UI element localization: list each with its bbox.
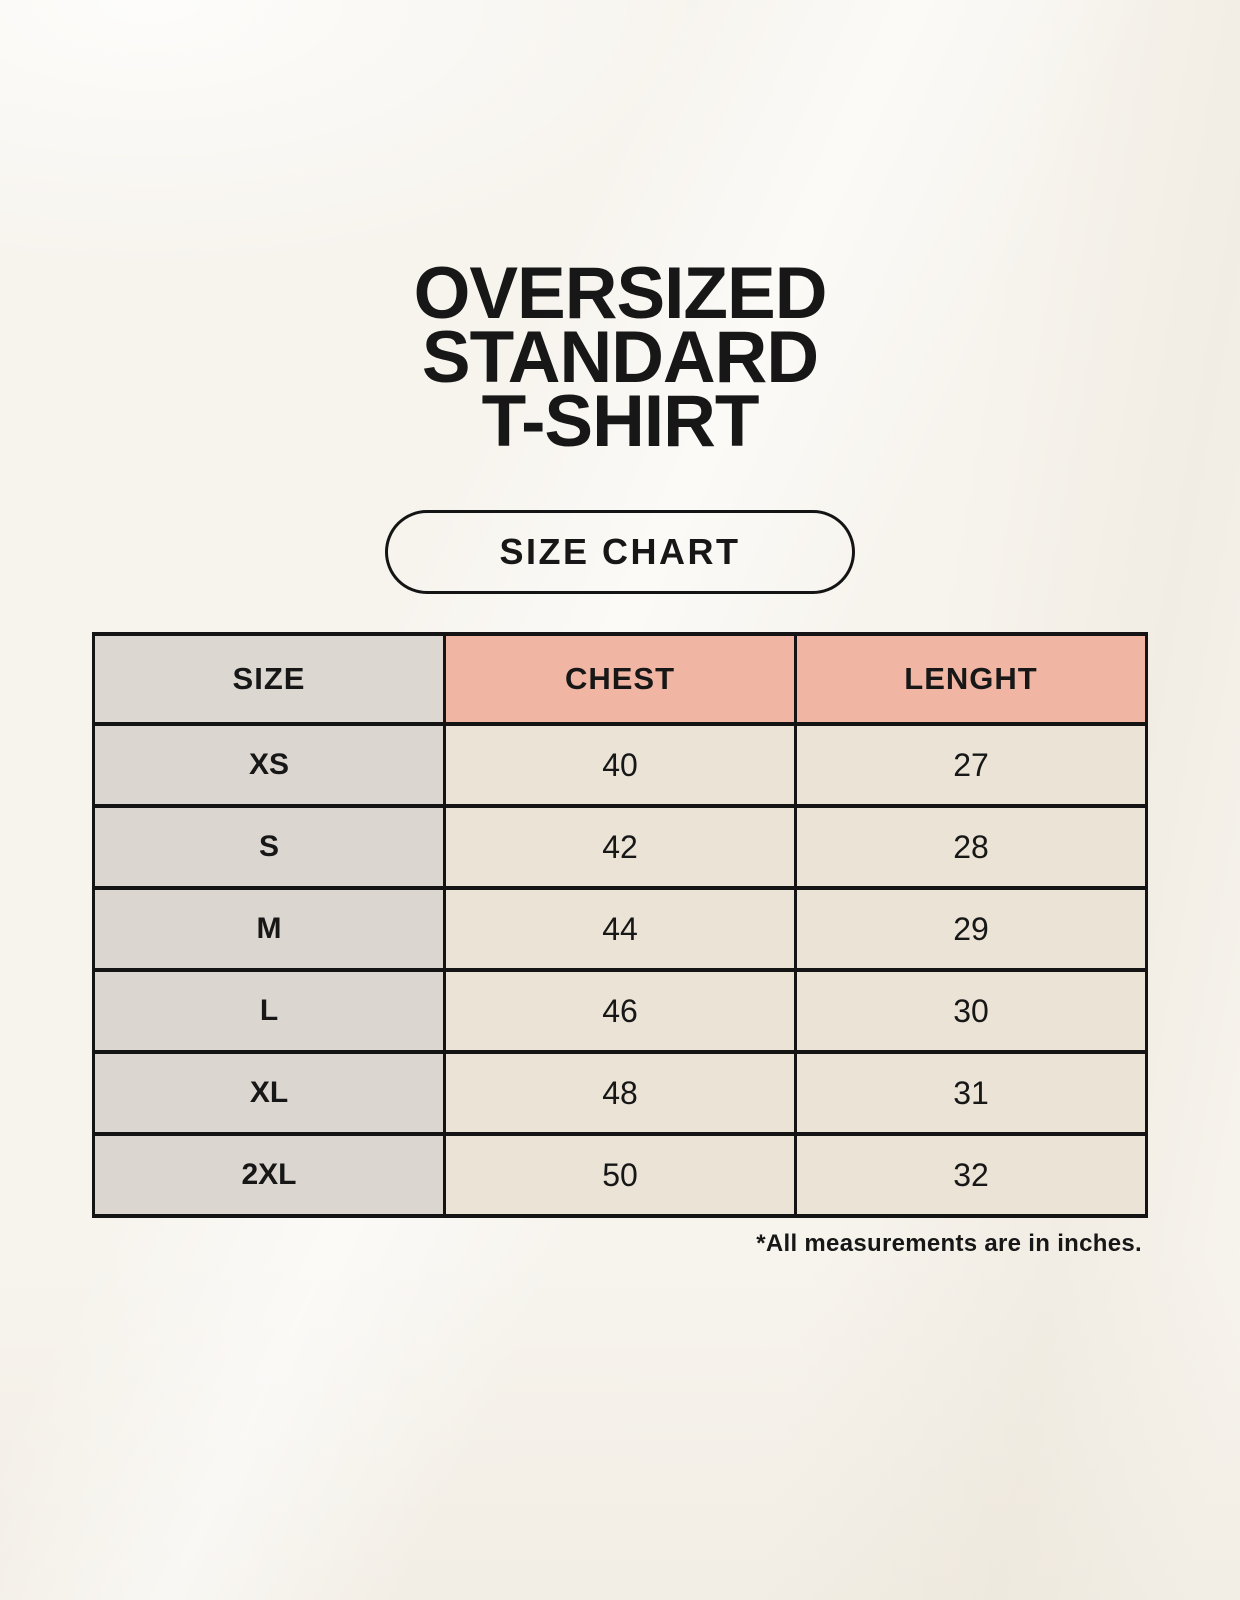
table-row: M 44 29 bbox=[92, 886, 1148, 972]
measurement-cell: 40 bbox=[443, 722, 797, 808]
page-title-line-1: OVERSIZED bbox=[413, 253, 828, 334]
measurement-cell: 29 bbox=[794, 886, 1148, 972]
size-table-body: XS 40 27 S 42 28 M 44 29 L 46 30 XL 48 31 2XL 50 32 bbox=[92, 722, 1148, 1218]
measurement-cell: 31 bbox=[794, 1050, 1148, 1136]
page-title-line-3: T-SHIRT bbox=[481, 381, 760, 462]
measurement-cell: 44 bbox=[443, 886, 797, 972]
table-row: 2XL 50 32 bbox=[92, 1132, 1148, 1218]
measurement-cell: 50 bbox=[443, 1132, 797, 1218]
table-row: S 42 28 bbox=[92, 804, 1148, 890]
table-header: SIZE CHEST LENGHT bbox=[92, 632, 1148, 726]
size-label-cell: XL bbox=[92, 1050, 446, 1136]
page-title: OVERSIZED STANDARD T-SHIRT bbox=[0, 0, 1240, 462]
measurement-cell: 42 bbox=[443, 804, 797, 890]
size-chart-button[interactable]: SIZE CHART bbox=[385, 510, 855, 594]
size-label-cell: M bbox=[92, 886, 446, 972]
measurement-cell: 28 bbox=[794, 804, 1148, 890]
size-chart-table: SIZE CHEST LENGHT XS 40 27 S 42 28 M 44 29 L 46 30 X… bbox=[92, 632, 1148, 1218]
measurement-cell: 27 bbox=[794, 722, 1148, 808]
measurement-cell: 32 bbox=[794, 1132, 1148, 1218]
measurement-cell: 48 bbox=[443, 1050, 797, 1136]
table-row: XS 40 27 bbox=[92, 722, 1148, 808]
size-label-cell: XS bbox=[92, 722, 446, 808]
column-header-length: LENGHT bbox=[794, 632, 1148, 726]
measurement-cell: 46 bbox=[443, 968, 797, 1054]
measurements-footnote: *All measurements are in inches. bbox=[756, 1230, 1142, 1257]
size-chart-button-label: SIZE CHART bbox=[499, 531, 741, 572]
size-label-cell: L bbox=[92, 968, 446, 1054]
measurement-cell: 30 bbox=[794, 968, 1148, 1054]
size-label-cell: 2XL bbox=[92, 1132, 446, 1218]
table-row: L 46 30 bbox=[92, 968, 1148, 1054]
size-label-cell: S bbox=[92, 804, 446, 890]
table-row: XL 48 31 bbox=[92, 1050, 1148, 1136]
table-header-row: SIZE CHEST LENGHT bbox=[92, 632, 1148, 726]
page-title-line-2: STANDARD bbox=[421, 317, 819, 398]
column-header-chest: CHEST bbox=[443, 632, 797, 726]
column-header-size: SIZE bbox=[92, 632, 446, 726]
